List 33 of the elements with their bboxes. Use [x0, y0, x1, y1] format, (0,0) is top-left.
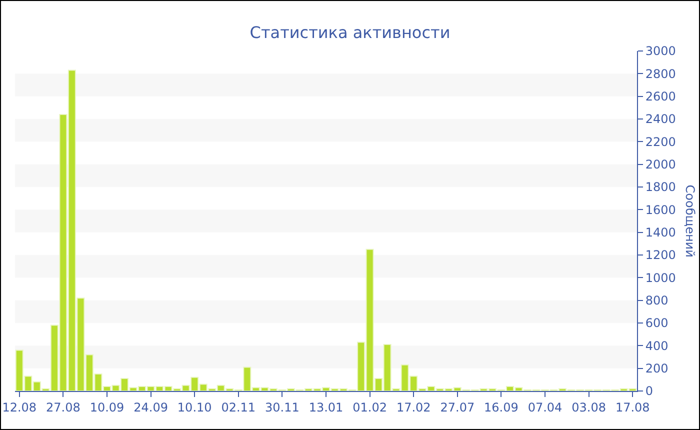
x-tick-label: 27.08 [46, 400, 80, 414]
y-tick-label: 200 [645, 362, 668, 376]
chart-title: Статистика активности [250, 22, 450, 42]
y-tick-label: 600 [645, 316, 668, 330]
x-tick-label: 12.08 [2, 400, 37, 414]
y-tick-label: 2800 [645, 66, 676, 81]
x-tick-label: 03.08 [572, 400, 606, 414]
y-tick-label: 2400 [645, 112, 676, 126]
y-tick-label: 1800 [645, 180, 676, 194]
x-tick-label: 16.09 [484, 400, 518, 414]
y-tick-label: 2600 [645, 90, 676, 104]
y-tick-label: 0 [645, 384, 654, 398]
y-tick-label: 1400 [645, 226, 676, 240]
y-tick-label: 1600 [645, 202, 676, 217]
y-tick-label: 1200 [645, 248, 676, 262]
x-tick-label: 17.02 [396, 400, 431, 414]
x-tick-label: 07.04 [528, 400, 562, 414]
y-tick-label: 800 [645, 294, 668, 308]
x-tick-label: 30.11 [265, 400, 300, 414]
x-tick-label: 10.09 [90, 400, 124, 414]
x-tick-label: 02.11 [221, 400, 256, 414]
x-tick-label: 01.02 [352, 400, 387, 414]
y-tick-label: 2200 [645, 134, 676, 149]
x-tick-label: 17.08 [615, 400, 650, 414]
y-tick-label: 400 [645, 338, 668, 353]
x-tick-label: 10.10 [177, 400, 212, 414]
y-axis-title: Сообщений [683, 184, 698, 258]
y-tick-label: 1000 [645, 270, 676, 285]
y-tick-label: 3000 [645, 44, 676, 58]
x-tick-label: 24.09 [134, 400, 168, 414]
x-tick-label: 27.07 [440, 400, 475, 414]
x-tick-label: 13.01 [308, 400, 344, 414]
y-tick-label: 2000 [645, 158, 676, 172]
